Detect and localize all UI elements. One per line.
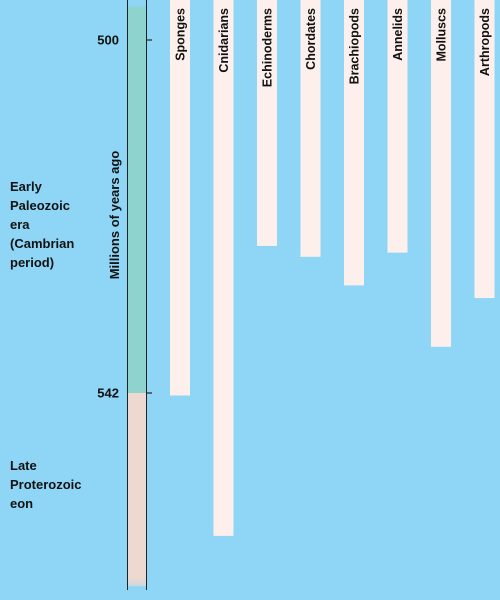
bar-arthropods: [474, 0, 495, 299]
bar-molluscs: [431, 0, 451, 347]
bar-chordates: [300, 0, 321, 257]
tick-label-542: 542: [97, 386, 119, 401]
category-label-molluscs: Molluscs: [435, 8, 449, 62]
axis-fade: [127, 578, 147, 600]
bar-brachiopods: [344, 0, 364, 286]
bar-annelids: [387, 0, 408, 253]
bar-echinoderms: [257, 0, 277, 246]
tick-label-500: 500: [97, 33, 119, 48]
era-label-late-proterozoic: Late Proterozoic eon: [10, 458, 82, 511]
category-label-echinoderms: Echinoderms: [261, 8, 275, 87]
category-label-chordates: Chordates: [304, 8, 318, 70]
category-label-annelids: Annelids: [391, 8, 405, 61]
category-label-sponges: Sponges: [174, 8, 188, 61]
category-label-arthropods: Arthropods: [478, 8, 492, 76]
era-band-0: [127, 6, 147, 394]
era-label-early-paleozoic: Early Paleozoic era (Cambrian period): [10, 179, 75, 270]
bar-sponges: [170, 0, 190, 396]
category-label-cnidarians: Cnidarians: [217, 8, 231, 73]
bars: Sponges Cnidarians Echinoderms Chordates Bra…: [170, 0, 495, 536]
axis-title: Millions of years ago: [107, 151, 122, 280]
time-axis: 500 542 Millions of years ago: [97, 0, 152, 600]
era-band-1: [127, 393, 147, 587]
category-label-brachiopods: Brachiopods: [348, 8, 362, 84]
bar-cnidarians: [213, 0, 234, 536]
